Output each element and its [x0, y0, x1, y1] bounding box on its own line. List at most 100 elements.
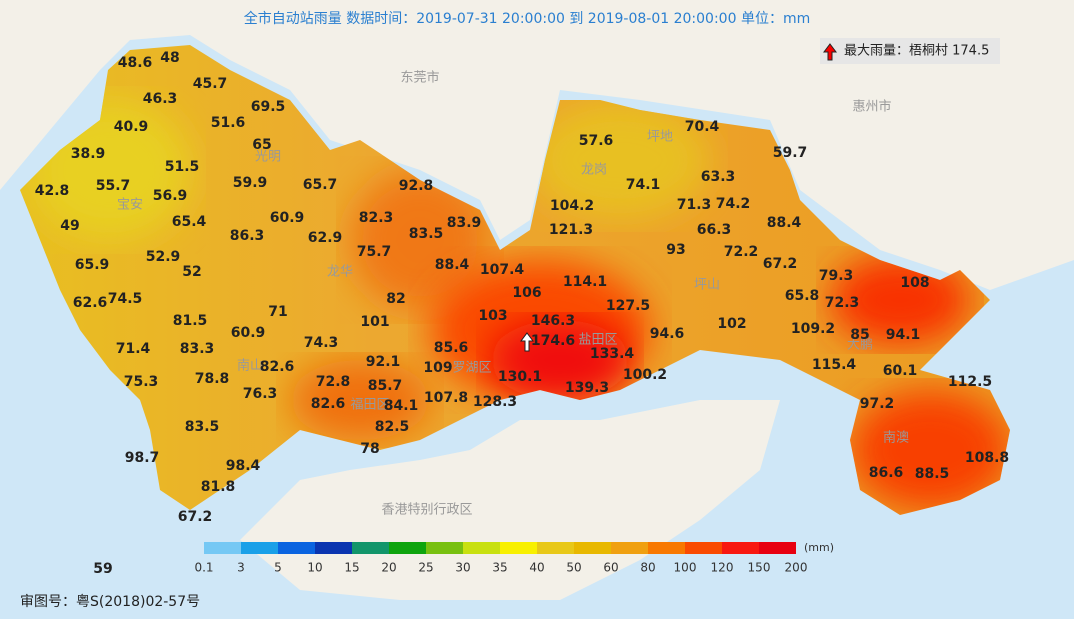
place-label: 宝安 — [117, 198, 143, 213]
station-value: 59 — [93, 561, 112, 577]
legend-swatch — [722, 542, 759, 554]
station-value: 79.3 — [819, 268, 854, 284]
station-value: 114.1 — [563, 274, 607, 290]
legend-tick: 0.1 — [194, 561, 213, 575]
station-value: 72.3 — [825, 295, 860, 311]
station-value: 94.1 — [886, 327, 921, 343]
legend: 0.1 3 5 10 15 20 25 30 35 40 50 60 80 100 120 150 200(mm… — [194, 541, 834, 575]
station-value: 139.3 — [565, 380, 609, 396]
station-value: 82.3 — [359, 210, 394, 226]
station-value: 63.3 — [701, 169, 736, 185]
station-value: 67.2 — [178, 509, 213, 525]
station-value: 78 — [360, 441, 379, 457]
legend-tick: 40 — [529, 561, 544, 575]
legend-swatch — [500, 542, 537, 554]
station-value: 56.9 — [153, 188, 188, 204]
legend-tick: 100 — [674, 561, 697, 575]
legend-swatch — [648, 542, 685, 554]
station-value: 130.1 — [498, 369, 542, 385]
max-arrow — [823, 43, 837, 61]
place-label: 香港特别行政区 — [381, 503, 472, 518]
station-value: 97.2 — [860, 396, 895, 412]
place-label: 惠州市 — [852, 99, 891, 115]
station-value: 74.3 — [304, 335, 339, 351]
station-value: 57.6 — [579, 133, 614, 149]
station-value: 52 — [182, 264, 201, 280]
legend-tick: 5 — [274, 561, 282, 575]
station-value: 85.6 — [434, 340, 469, 356]
legend-swatch — [574, 542, 611, 554]
station-value: 98.4 — [226, 458, 261, 474]
station-value: 74.5 — [108, 291, 143, 307]
legend-tick: 35 — [492, 561, 507, 575]
station-value: 60.9 — [270, 210, 305, 226]
station-value: 76.3 — [243, 386, 278, 402]
station-value: 106 — [512, 285, 541, 301]
station-value: 81.8 — [201, 479, 236, 495]
station-value: 48.6 — [118, 55, 153, 71]
station-value: 82.6 — [311, 396, 346, 412]
legend-tick: 50 — [566, 561, 581, 575]
legend-swatch — [426, 542, 463, 554]
legend-tick: 20 — [381, 561, 396, 575]
station-value: 128.3 — [473, 394, 517, 410]
station-value: 59.7 — [773, 145, 808, 161]
station-value: 115.4 — [812, 357, 857, 373]
legend-swatch — [685, 542, 722, 554]
place-label: 龙岗 — [581, 163, 607, 178]
station-value: 71.4 — [116, 341, 151, 357]
station-value: 112.5 — [948, 374, 992, 390]
place-label: 南澳 — [883, 430, 909, 446]
station-value: 69.5 — [251, 99, 286, 115]
legend-tick: 120 — [711, 561, 734, 575]
station-value: 65.7 — [303, 177, 338, 193]
place-label: 光明 — [255, 150, 281, 165]
station-value: 108 — [900, 275, 929, 291]
station-value: 93 — [666, 242, 685, 258]
place-label: 福田区 — [350, 398, 389, 413]
station-value: 71.3 — [677, 197, 712, 213]
station-value: 62.6 — [73, 295, 108, 311]
max-box — [820, 38, 1000, 64]
station-value: 82 — [386, 291, 405, 307]
max-marker — [520, 332, 534, 352]
station-value: 92.8 — [399, 178, 434, 194]
legend-swatch — [204, 542, 241, 554]
station-value: 52.9 — [146, 249, 181, 265]
station-value: 51.6 — [211, 115, 246, 131]
place-label: 南山 — [237, 358, 263, 374]
station-value: 75.7 — [357, 244, 392, 260]
station-value: 72.8 — [316, 374, 351, 390]
station-value: 109 — [423, 360, 452, 376]
station-value: 88.5 — [915, 466, 950, 482]
station-value: 88.4 — [767, 215, 802, 231]
station-value: 81.5 — [173, 313, 208, 329]
station-value: 60.9 — [231, 325, 266, 341]
legend-tick: 200 — [785, 561, 808, 575]
legend-unit: (mm) — [804, 541, 834, 554]
station-value: 65.8 — [785, 288, 820, 304]
station-value: 82.5 — [375, 419, 410, 435]
station-value: 70.4 — [685, 119, 720, 135]
station-value: 146.3 — [531, 313, 575, 329]
place-label: 盐田区 — [578, 333, 617, 348]
legend-swatch — [537, 542, 574, 554]
station-value: 104.2 — [550, 198, 594, 214]
station-value: 46.3 — [143, 91, 178, 107]
station-value: 40.9 — [114, 119, 149, 135]
station-value: 83.9 — [447, 215, 482, 231]
station-value: 66.3 — [697, 222, 732, 238]
station-value: 59.9 — [233, 175, 268, 191]
place-label: 坪地 — [647, 130, 673, 145]
station-value: 94.6 — [650, 326, 685, 342]
station-value: 72.2 — [724, 244, 759, 260]
station-value: 78.8 — [195, 371, 230, 387]
station-value: 103 — [478, 308, 507, 324]
station-value: 82.6 — [260, 359, 295, 375]
station-value: 38.9 — [71, 146, 106, 162]
legend-swatch — [241, 542, 278, 554]
legend-swatch — [315, 542, 352, 554]
legend-swatch — [278, 542, 315, 554]
place-label: 坪山 — [694, 278, 720, 293]
